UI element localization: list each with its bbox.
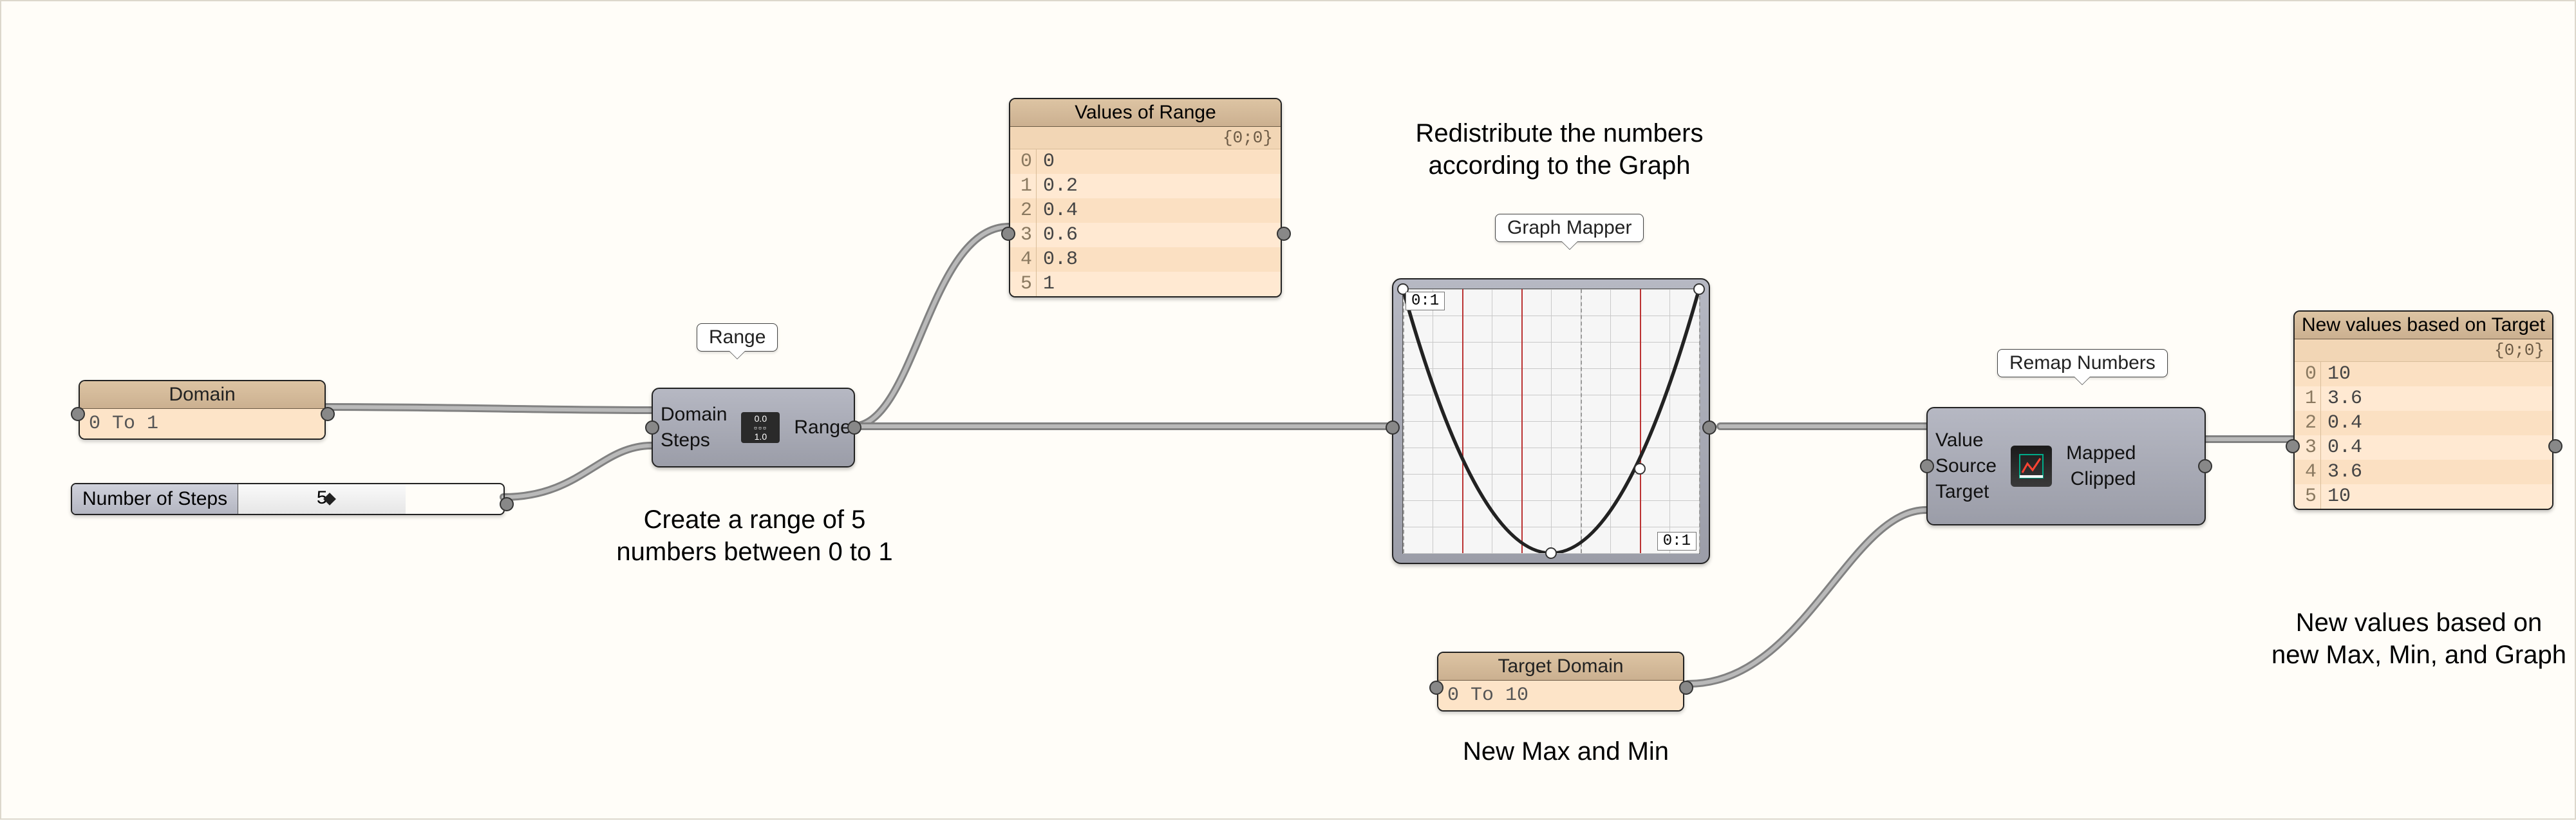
- table-row: 30.4: [2295, 435, 2552, 460]
- remap-outputs: Mapped Clipped: [2058, 408, 2143, 524]
- target-domain-param[interactable]: Target Domain 0 To 10: [1437, 652, 1684, 712]
- grip-dot[interactable]: [71, 407, 85, 421]
- remap-component[interactable]: Value Source Target Mapped Clipped: [1926, 407, 2206, 525]
- range-inputs: Domain Steps: [653, 389, 735, 466]
- row-index: 4: [1010, 247, 1037, 272]
- table-row: 13.6: [2295, 386, 2552, 411]
- grip-dot[interactable]: [1679, 681, 1693, 695]
- grip-dot[interactable]: [1429, 681, 1443, 695]
- table-row: 00: [1010, 149, 1281, 174]
- row-value: 0.2: [1037, 174, 1084, 198]
- remap-inputs: Value Source Target: [1928, 408, 2004, 524]
- grip-dot[interactable]: [1920, 459, 1934, 473]
- row-value: 10: [2321, 484, 2357, 509]
- row-index: 1: [2295, 386, 2321, 411]
- row-value: 0.8: [1037, 247, 1084, 272]
- gm-tag-br: 0:1: [1657, 532, 1697, 551]
- row-value: 0.6: [1037, 223, 1084, 247]
- domain-param-value: 0 To 1: [80, 409, 324, 439]
- row-value: 0.4: [1037, 198, 1084, 223]
- port-value[interactable]: Value: [1935, 429, 1997, 451]
- table-row: 43.6: [2295, 460, 2552, 484]
- slider-label: Number of Steps: [72, 484, 238, 514]
- port-steps[interactable]: Steps: [661, 429, 727, 451]
- table-row: 20.4: [1010, 198, 1281, 223]
- port-clipped[interactable]: Clipped: [2066, 468, 2136, 490]
- grip-dot[interactable]: [2548, 439, 2562, 453]
- table-row: 40.8: [1010, 247, 1281, 272]
- graph-mapper[interactable]: 0:1 0:1: [1392, 278, 1710, 564]
- gm-node[interactable]: [1634, 463, 1646, 475]
- callout-range: Range: [697, 323, 778, 352]
- anno-newvalues: New values based onnew Max, Min, and Gra…: [2268, 607, 2570, 671]
- row-value: 0.4: [2321, 435, 2369, 460]
- values-panel[interactable]: Values of Range {0;0} 0010.220.430.640.8…: [1009, 98, 1282, 297]
- port-range[interactable]: Range: [794, 417, 851, 439]
- row-value: 0: [1037, 149, 1061, 174]
- values-panel-rows: 0010.220.430.640.851: [1010, 149, 1281, 296]
- grip-dot[interactable]: [645, 420, 659, 435]
- anno-redistribute: Redistribute the numbersaccording to the…: [1347, 117, 1772, 182]
- grip-dot[interactable]: [1277, 227, 1291, 241]
- grip-dot[interactable]: [847, 420, 861, 435]
- row-index: 2: [1010, 198, 1037, 223]
- row-index: 5: [2295, 484, 2321, 509]
- port-domain[interactable]: Domain: [661, 404, 727, 426]
- grip-dot[interactable]: [1386, 420, 1400, 435]
- grip-dot[interactable]: [1702, 420, 1716, 435]
- callout-graph-mapper: Graph Mapper: [1495, 214, 1644, 242]
- range-icon: 0.0 ▫▫▫ 1.0: [735, 389, 786, 466]
- port-target[interactable]: Target: [1935, 481, 1997, 503]
- anno-newmaxmin: New Max and Min: [1443, 735, 1688, 768]
- row-value: 1: [1037, 272, 1061, 296]
- domain-param[interactable]: Domain 0 To 1: [79, 380, 326, 440]
- new-values-path: {0;0}: [2295, 339, 2552, 362]
- row-value: 3.6: [2321, 386, 2369, 411]
- row-index: 0: [1010, 149, 1037, 174]
- port-mapped[interactable]: Mapped: [2066, 442, 2136, 464]
- graph-mapper-plot[interactable]: 0:1 0:1: [1402, 288, 1700, 554]
- grip-dot[interactable]: [321, 407, 335, 421]
- table-row: 10.2: [1010, 174, 1281, 198]
- row-value: 10: [2321, 362, 2357, 386]
- row-value: 3.6: [2321, 460, 2369, 484]
- range-icon-top: 0.0: [755, 414, 767, 423]
- new-values-rows: 01013.620.430.443.6510: [2295, 362, 2552, 509]
- target-domain-title: Target Domain: [1438, 653, 1683, 681]
- values-panel-title: Values of Range: [1010, 99, 1281, 127]
- range-icon-bottom: 1.0: [755, 432, 767, 441]
- grip-dot[interactable]: [2286, 439, 2300, 453]
- new-values-panel[interactable]: New values based on Target {0;0} 01013.6…: [2293, 310, 2553, 510]
- domain-param-title: Domain: [80, 381, 324, 409]
- table-row: 010: [2295, 362, 2552, 386]
- slider-track[interactable]: 5: [238, 484, 406, 514]
- grip-dot[interactable]: [1001, 227, 1015, 241]
- values-panel-path: {0;0}: [1010, 127, 1281, 149]
- anno-range: Create a range of 5numbers between 0 to …: [581, 504, 928, 568]
- row-index: 1: [1010, 174, 1037, 198]
- grip-dot[interactable]: [2198, 459, 2212, 473]
- gm-curve: [1403, 289, 1699, 553]
- grip-dot[interactable]: [500, 497, 514, 511]
- row-index: 0: [2295, 362, 2321, 386]
- row-index: 4: [2295, 460, 2321, 484]
- gm-node[interactable]: [1545, 547, 1557, 559]
- callout-remap: Remap Numbers: [1997, 349, 2168, 377]
- gm-node[interactable]: [1693, 283, 1705, 295]
- target-domain-value: 0 To 10: [1438, 681, 1683, 710]
- table-row: 510: [2295, 484, 2552, 509]
- remap-icon: [2004, 408, 2058, 524]
- new-values-title: New values based on Target: [2295, 312, 2552, 339]
- range-component[interactable]: Domain Steps 0.0 ▫▫▫ 1.0 Range: [652, 388, 855, 467]
- table-row: 51: [1010, 272, 1281, 296]
- gm-tag-tl: 0:1: [1406, 292, 1445, 310]
- table-row: 30.6: [1010, 223, 1281, 247]
- row-index: 5: [1010, 272, 1037, 296]
- grasshopper-canvas: Domain 0 To 1 Number of Steps 5 Range Do…: [0, 0, 2576, 820]
- port-source[interactable]: Source: [1935, 455, 1997, 477]
- steps-slider[interactable]: Number of Steps 5: [71, 483, 505, 515]
- row-value: 0.4: [2321, 411, 2369, 435]
- row-index: 2: [2295, 411, 2321, 435]
- table-row: 20.4: [2295, 411, 2552, 435]
